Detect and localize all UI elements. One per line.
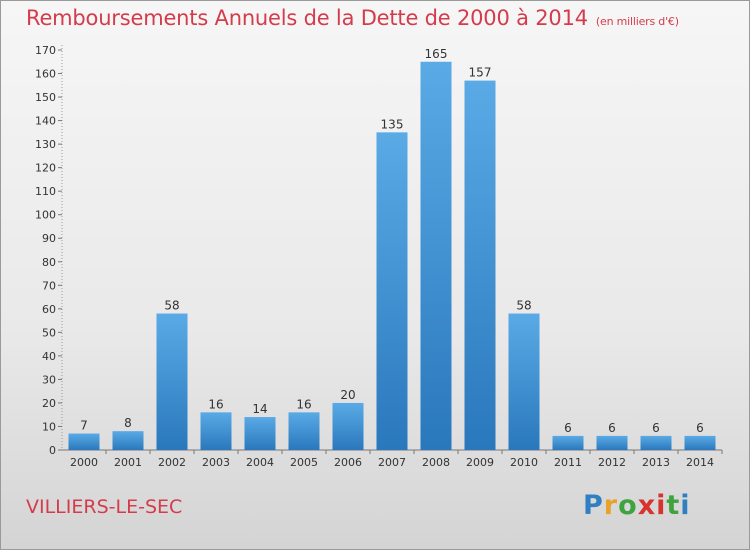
y-tick-label: 30 — [42, 373, 56, 386]
bar — [508, 313, 540, 450]
y-tick-label: 140 — [35, 115, 56, 128]
data-label: 6 — [564, 421, 572, 435]
data-label: 6 — [608, 421, 616, 435]
y-tick-label: 20 — [42, 397, 56, 410]
logo-letter: t — [666, 490, 681, 521]
data-label: 58 — [164, 299, 179, 313]
logo-letter: o — [618, 490, 638, 521]
bar — [156, 313, 188, 450]
chart-unit: (en milliers d'€) — [595, 15, 679, 28]
y-tick-label: 120 — [35, 162, 56, 175]
bar — [464, 80, 496, 451]
x-tick-label: 2013 — [642, 456, 670, 469]
y-tick-label: 170 — [35, 44, 56, 57]
bar — [376, 132, 408, 450]
data-label: 7 — [80, 419, 88, 433]
y-tick-label: 100 — [35, 209, 56, 222]
axes: 0 10 20 30 40 50 60 70 80 90 100 110 120 130 140 150 160… — [35, 44, 723, 469]
x-tick-label: 2008 — [422, 456, 450, 469]
x-tick-label: 2000 — [70, 456, 98, 469]
bar — [640, 435, 672, 450]
chart-title: Remboursements Annuels de la Dette de 20… — [26, 6, 679, 30]
x-tick-label: 2009 — [466, 456, 494, 469]
x-tick-label: 2007 — [378, 456, 406, 469]
x-tick-label: 2002 — [158, 456, 186, 469]
bar — [684, 435, 716, 450]
x-tick-label: 2001 — [114, 456, 142, 469]
y-tick-label: 50 — [42, 326, 56, 339]
bar — [200, 412, 232, 450]
y-tick-label: 160 — [35, 68, 56, 81]
x-tick-label: 2012 — [598, 456, 626, 469]
y-tick-label: 150 — [35, 91, 56, 104]
data-label: 6 — [652, 421, 660, 435]
proxiti-logo: Proxiti — [583, 490, 691, 521]
bars — [68, 61, 716, 451]
logo-letter: r — [603, 490, 619, 521]
data-label: 6 — [696, 421, 704, 435]
logo-letter: i — [680, 490, 691, 521]
y-tick-label: 130 — [35, 138, 56, 151]
data-label: 8 — [124, 416, 132, 430]
data-label: 14 — [252, 402, 267, 416]
bar — [112, 431, 144, 450]
logo-letter: x — [637, 490, 657, 521]
x-tick-label: 2006 — [334, 456, 362, 469]
y-tick-label: 0 — [49, 444, 56, 457]
data-label: 135 — [381, 117, 404, 131]
bar — [68, 433, 100, 450]
data-label: 165 — [425, 47, 448, 61]
x-tick-label: 2011 — [554, 456, 582, 469]
bar — [552, 435, 584, 450]
y-tick-label: 80 — [42, 256, 56, 269]
y-tick-label: 60 — [42, 303, 56, 316]
data-label: 20 — [340, 388, 355, 402]
bar — [332, 402, 364, 450]
x-tick-label: 2004 — [246, 456, 274, 469]
x-tick-label: 2014 — [686, 456, 714, 469]
bar — [288, 412, 320, 450]
data-label: 16 — [296, 397, 311, 411]
y-tick-label: 70 — [42, 279, 56, 292]
logo-letter: i — [656, 490, 667, 521]
y-tick-label: 110 — [35, 185, 56, 198]
bar — [244, 417, 276, 450]
bar — [596, 435, 628, 450]
data-label: 16 — [208, 397, 223, 411]
y-tick-label: 10 — [42, 420, 56, 433]
place-name: VILLIERS-LE-SEC — [26, 496, 183, 518]
data-label: 58 — [516, 299, 531, 313]
logo-letter: P — [583, 490, 604, 521]
value-labels: 7 8 58 16 14 16 20 135 165 157 58 6 6 6 6 — [80, 47, 704, 435]
x-tick-label: 2005 — [290, 456, 318, 469]
x-tick-label: 2003 — [202, 456, 230, 469]
y-tick-label: 40 — [42, 350, 56, 363]
bar — [420, 61, 452, 450]
chart-title-text: Remboursements Annuels de la Dette de 20… — [26, 6, 588, 30]
y-tick-label: 90 — [42, 232, 56, 245]
data-label: 157 — [469, 66, 492, 80]
x-tick-label: 2010 — [510, 456, 538, 469]
